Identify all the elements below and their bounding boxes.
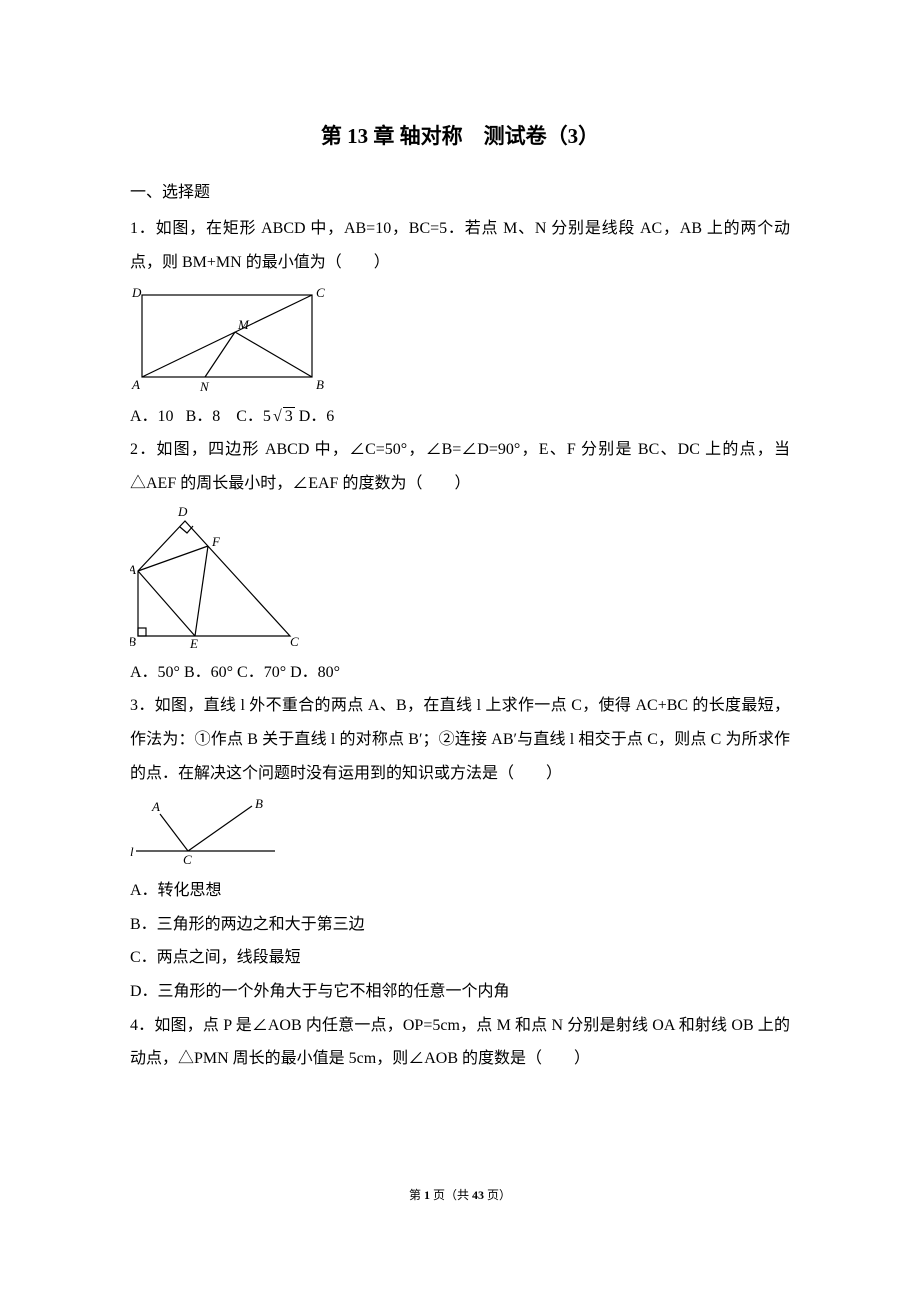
page-title: 第 13 章 轴对称 测试卷（3） — [130, 120, 790, 150]
page: 第 13 章 轴对称 测试卷（3） 一、选择题 1．如图，在矩形 ABCD 中，… — [0, 0, 920, 1263]
label-f: F — [211, 534, 221, 549]
section-heading: 一、选择题 — [130, 178, 790, 202]
q3-opt-b: B．三角形的两边之和大于第三边 — [130, 908, 790, 942]
q1-opt-d: D．6 — [299, 408, 335, 425]
label-l: l — [130, 844, 134, 859]
sqrt-icon: √3 — [271, 401, 295, 433]
q1-options: A．10 B．8 C．5√3 D．6 — [130, 401, 790, 433]
footer-post: 页） — [484, 1188, 511, 1202]
q3-opt-d: D．三角形的一个外角大于与它不相邻的任意一个内角 — [130, 975, 790, 1009]
q3-text: 3．如图，直线 l 外不重合的两点 A、B，在直线 l 上求作一点 C，使得 A… — [130, 689, 790, 790]
label-d: D — [177, 506, 188, 519]
q1-opt-c-rad: 3 — [283, 407, 295, 425]
label-b: B — [255, 796, 263, 811]
page-footer: 第 1 页（共 43 页） — [130, 1186, 790, 1203]
label-c: C — [316, 285, 325, 300]
q2-figure: A B C D E F — [130, 506, 790, 651]
footer-mid: 页（共 — [430, 1188, 472, 1202]
q3-options: A．转化思想 B．三角形的两边之和大于第三边 C．两点之间，线段最短 D．三角形… — [130, 874, 790, 1008]
label-d: D — [131, 285, 142, 300]
label-a: A — [130, 562, 136, 577]
q1-opt-a: A．10 — [130, 408, 174, 425]
q1-figure: D C A B M N — [130, 285, 790, 395]
q1-text: 1．如图，在矩形 ABCD 中，AB=10，BC=5．若点 M、N 分别是线段 … — [130, 212, 790, 279]
label-b: B — [130, 634, 136, 649]
q3-figure: A B C l — [130, 796, 790, 868]
footer-total: 43 — [472, 1188, 484, 1202]
label-b: B — [316, 377, 324, 392]
q3-opt-a: A．转化思想 — [130, 874, 790, 908]
footer-pre: 第 — [409, 1188, 424, 1202]
q4-text: 4．如图，点 P 是∠AOB 内任意一点，OP=5cm，点 M 和点 N 分别是… — [130, 1009, 790, 1076]
label-e: E — [189, 636, 198, 651]
label-a: A — [131, 377, 140, 392]
q1-opt-b: B．8 — [186, 408, 221, 425]
label-c: C — [290, 634, 299, 649]
label-m: M — [237, 317, 250, 332]
q1-opt-c-pre: C．5 — [236, 408, 271, 425]
q3-opt-c: C．两点之间，线段最短 — [130, 941, 790, 975]
label-c: C — [183, 852, 192, 867]
q2-options: A．50° B．60° C．70° D．80° — [130, 657, 790, 689]
label-n: N — [199, 379, 210, 394]
q2-text: 2．如图，四边形 ABCD 中，∠C=50°，∠B=∠D=90°，E、F 分别是… — [130, 433, 790, 500]
label-a: A — [151, 799, 160, 814]
